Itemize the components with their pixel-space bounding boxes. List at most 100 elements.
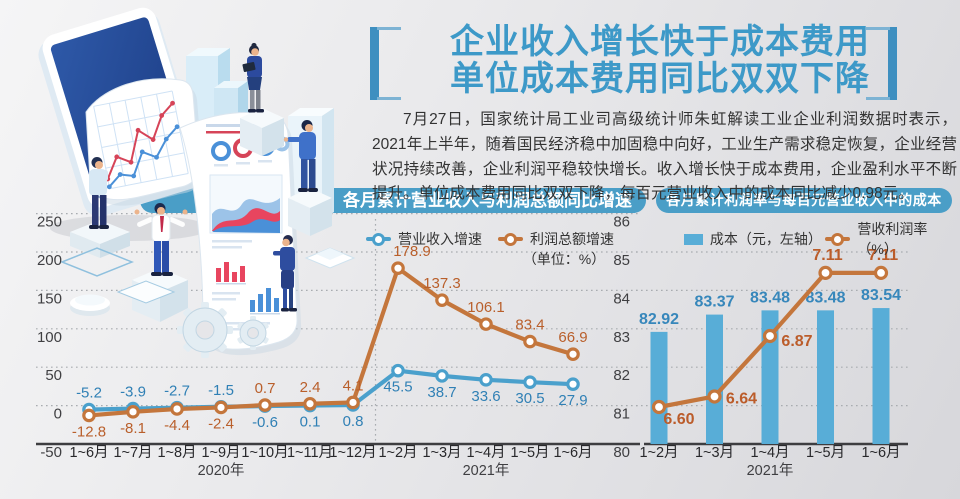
floor-plate xyxy=(116,280,176,304)
bar-label: 82.92 xyxy=(639,311,679,328)
pedestal-cube xyxy=(240,108,284,156)
series-line xyxy=(86,266,576,418)
businessperson xyxy=(283,120,318,192)
y-tick-label: 80 xyxy=(613,444,630,461)
iso-column xyxy=(214,81,248,196)
data-point xyxy=(707,389,722,404)
right-chart-legend: 成本（元，左轴） 营收利润率（%） xyxy=(684,219,960,259)
data-point xyxy=(479,317,493,331)
bracket-right-icon xyxy=(866,27,897,100)
bar-swatch-icon xyxy=(684,233,703,245)
businessperson xyxy=(273,235,297,312)
y-tick-label: 84 xyxy=(613,290,630,307)
data-label: 45.5 xyxy=(383,379,412,396)
gear-icon xyxy=(177,302,233,358)
data-point xyxy=(651,399,667,415)
legend-item-profit: 利润总额增速 xyxy=(498,229,614,249)
data-label: -1.5 xyxy=(208,382,234,399)
data-point xyxy=(391,261,405,276)
y-tick-label: 86 xyxy=(613,214,630,231)
data-label: -3.9 xyxy=(120,384,146,401)
data-point xyxy=(435,369,449,383)
cost-bar xyxy=(817,310,834,444)
data-label: 66.9 xyxy=(558,329,587,346)
left-chart-legend: 营业收入增速 利润总额增速 xyxy=(366,229,614,249)
right-chart-title: 各月累计利润率与每百元营业收入中的成本 xyxy=(656,188,952,213)
x-tick-label: 1~4月 xyxy=(750,445,789,461)
businessperson xyxy=(134,203,188,276)
pedestal-platform xyxy=(70,220,130,258)
y-tick-label: 150 xyxy=(37,290,62,307)
businessperson xyxy=(89,157,109,229)
page-title-line2: 单位成本费用同比双双下降 xyxy=(450,60,870,98)
data-point xyxy=(523,334,537,349)
data-point xyxy=(873,265,889,280)
data-label: -12.8 xyxy=(72,423,106,440)
report-ribbon-top xyxy=(85,78,203,206)
mini-report-charts xyxy=(206,124,290,331)
series-line xyxy=(86,368,576,412)
x-tick-label: 1~6月 xyxy=(553,445,592,461)
x-tick-label: 1~10月 xyxy=(241,445,288,461)
x-tick-label: 1~3月 xyxy=(422,445,461,461)
data-label: 6.60 xyxy=(663,411,694,428)
button-cylinder xyxy=(70,294,110,316)
data-point xyxy=(346,395,360,410)
y-tick-label: 0 xyxy=(54,406,62,423)
bar-label: 83.48 xyxy=(750,289,790,306)
data-point xyxy=(258,398,272,412)
businessperson xyxy=(242,42,264,113)
x-tick-label: 1~11月 xyxy=(287,445,333,461)
data-label: -5.2 xyxy=(76,385,102,402)
data-label: 33.6 xyxy=(471,388,500,405)
data-label: 30.5 xyxy=(515,390,544,407)
y-tick-label: 200 xyxy=(37,252,62,269)
data-label: 6.64 xyxy=(726,390,757,407)
y-tick-label: 83 xyxy=(613,329,630,346)
data-label: 0.1 xyxy=(300,414,321,431)
year-label: 2020年 xyxy=(198,462,245,479)
line-marker-icon xyxy=(498,232,523,246)
data-label: 38.7 xyxy=(427,384,456,401)
data-point xyxy=(126,405,140,419)
line-marker-icon xyxy=(825,232,851,246)
data-label: 6.87 xyxy=(781,333,812,350)
gear-icon xyxy=(237,316,269,350)
intro-paragraph: 7月27日，国家统计局工业司高级统计师朱虹解读工业企业利润数据时表示，2021年… xyxy=(372,111,957,203)
data-point xyxy=(82,408,96,423)
data-point xyxy=(566,377,580,391)
data-point xyxy=(391,363,405,378)
isometric-illustration xyxy=(38,7,356,358)
x-tick-label: 1~5月 xyxy=(806,445,845,461)
bar-label: 83.54 xyxy=(861,287,901,304)
cost-bar xyxy=(761,310,779,444)
x-tick-label: 1~2月 xyxy=(639,445,678,461)
y-tick-label: 82 xyxy=(613,367,630,384)
x-tick-label: 1~6月 xyxy=(861,445,900,461)
data-label: 27.9 xyxy=(558,392,587,409)
legend-item-margin: 营收利润率（%） xyxy=(825,219,960,259)
data-point xyxy=(303,396,317,411)
page-title-line1: 企业收入增长快于成本费用 xyxy=(450,23,870,61)
cost-bar xyxy=(650,331,668,444)
legend-label: 营业收入增速 xyxy=(398,231,482,247)
year-label: 2021年 xyxy=(463,462,510,479)
legend-item-cost: 成本（元，左轴） xyxy=(684,229,822,249)
data-label: 0.7 xyxy=(255,380,276,397)
data-point xyxy=(435,293,449,307)
bar-label: 83.48 xyxy=(805,289,845,306)
ground-shadow xyxy=(50,215,210,241)
data-label: 106.1 xyxy=(467,299,505,316)
data-point xyxy=(346,398,360,412)
x-tick-label: 1~4月 xyxy=(466,445,505,461)
data-label: -2.7 xyxy=(164,383,190,400)
data-label: 137.3 xyxy=(423,275,461,292)
data-label: -2.4 xyxy=(208,415,234,432)
data-point xyxy=(214,399,228,414)
bracket-left-icon xyxy=(370,27,401,100)
floor-plate xyxy=(304,247,356,269)
year-label: 2021年 xyxy=(747,462,794,479)
data-point xyxy=(303,398,317,413)
data-point xyxy=(258,399,272,413)
